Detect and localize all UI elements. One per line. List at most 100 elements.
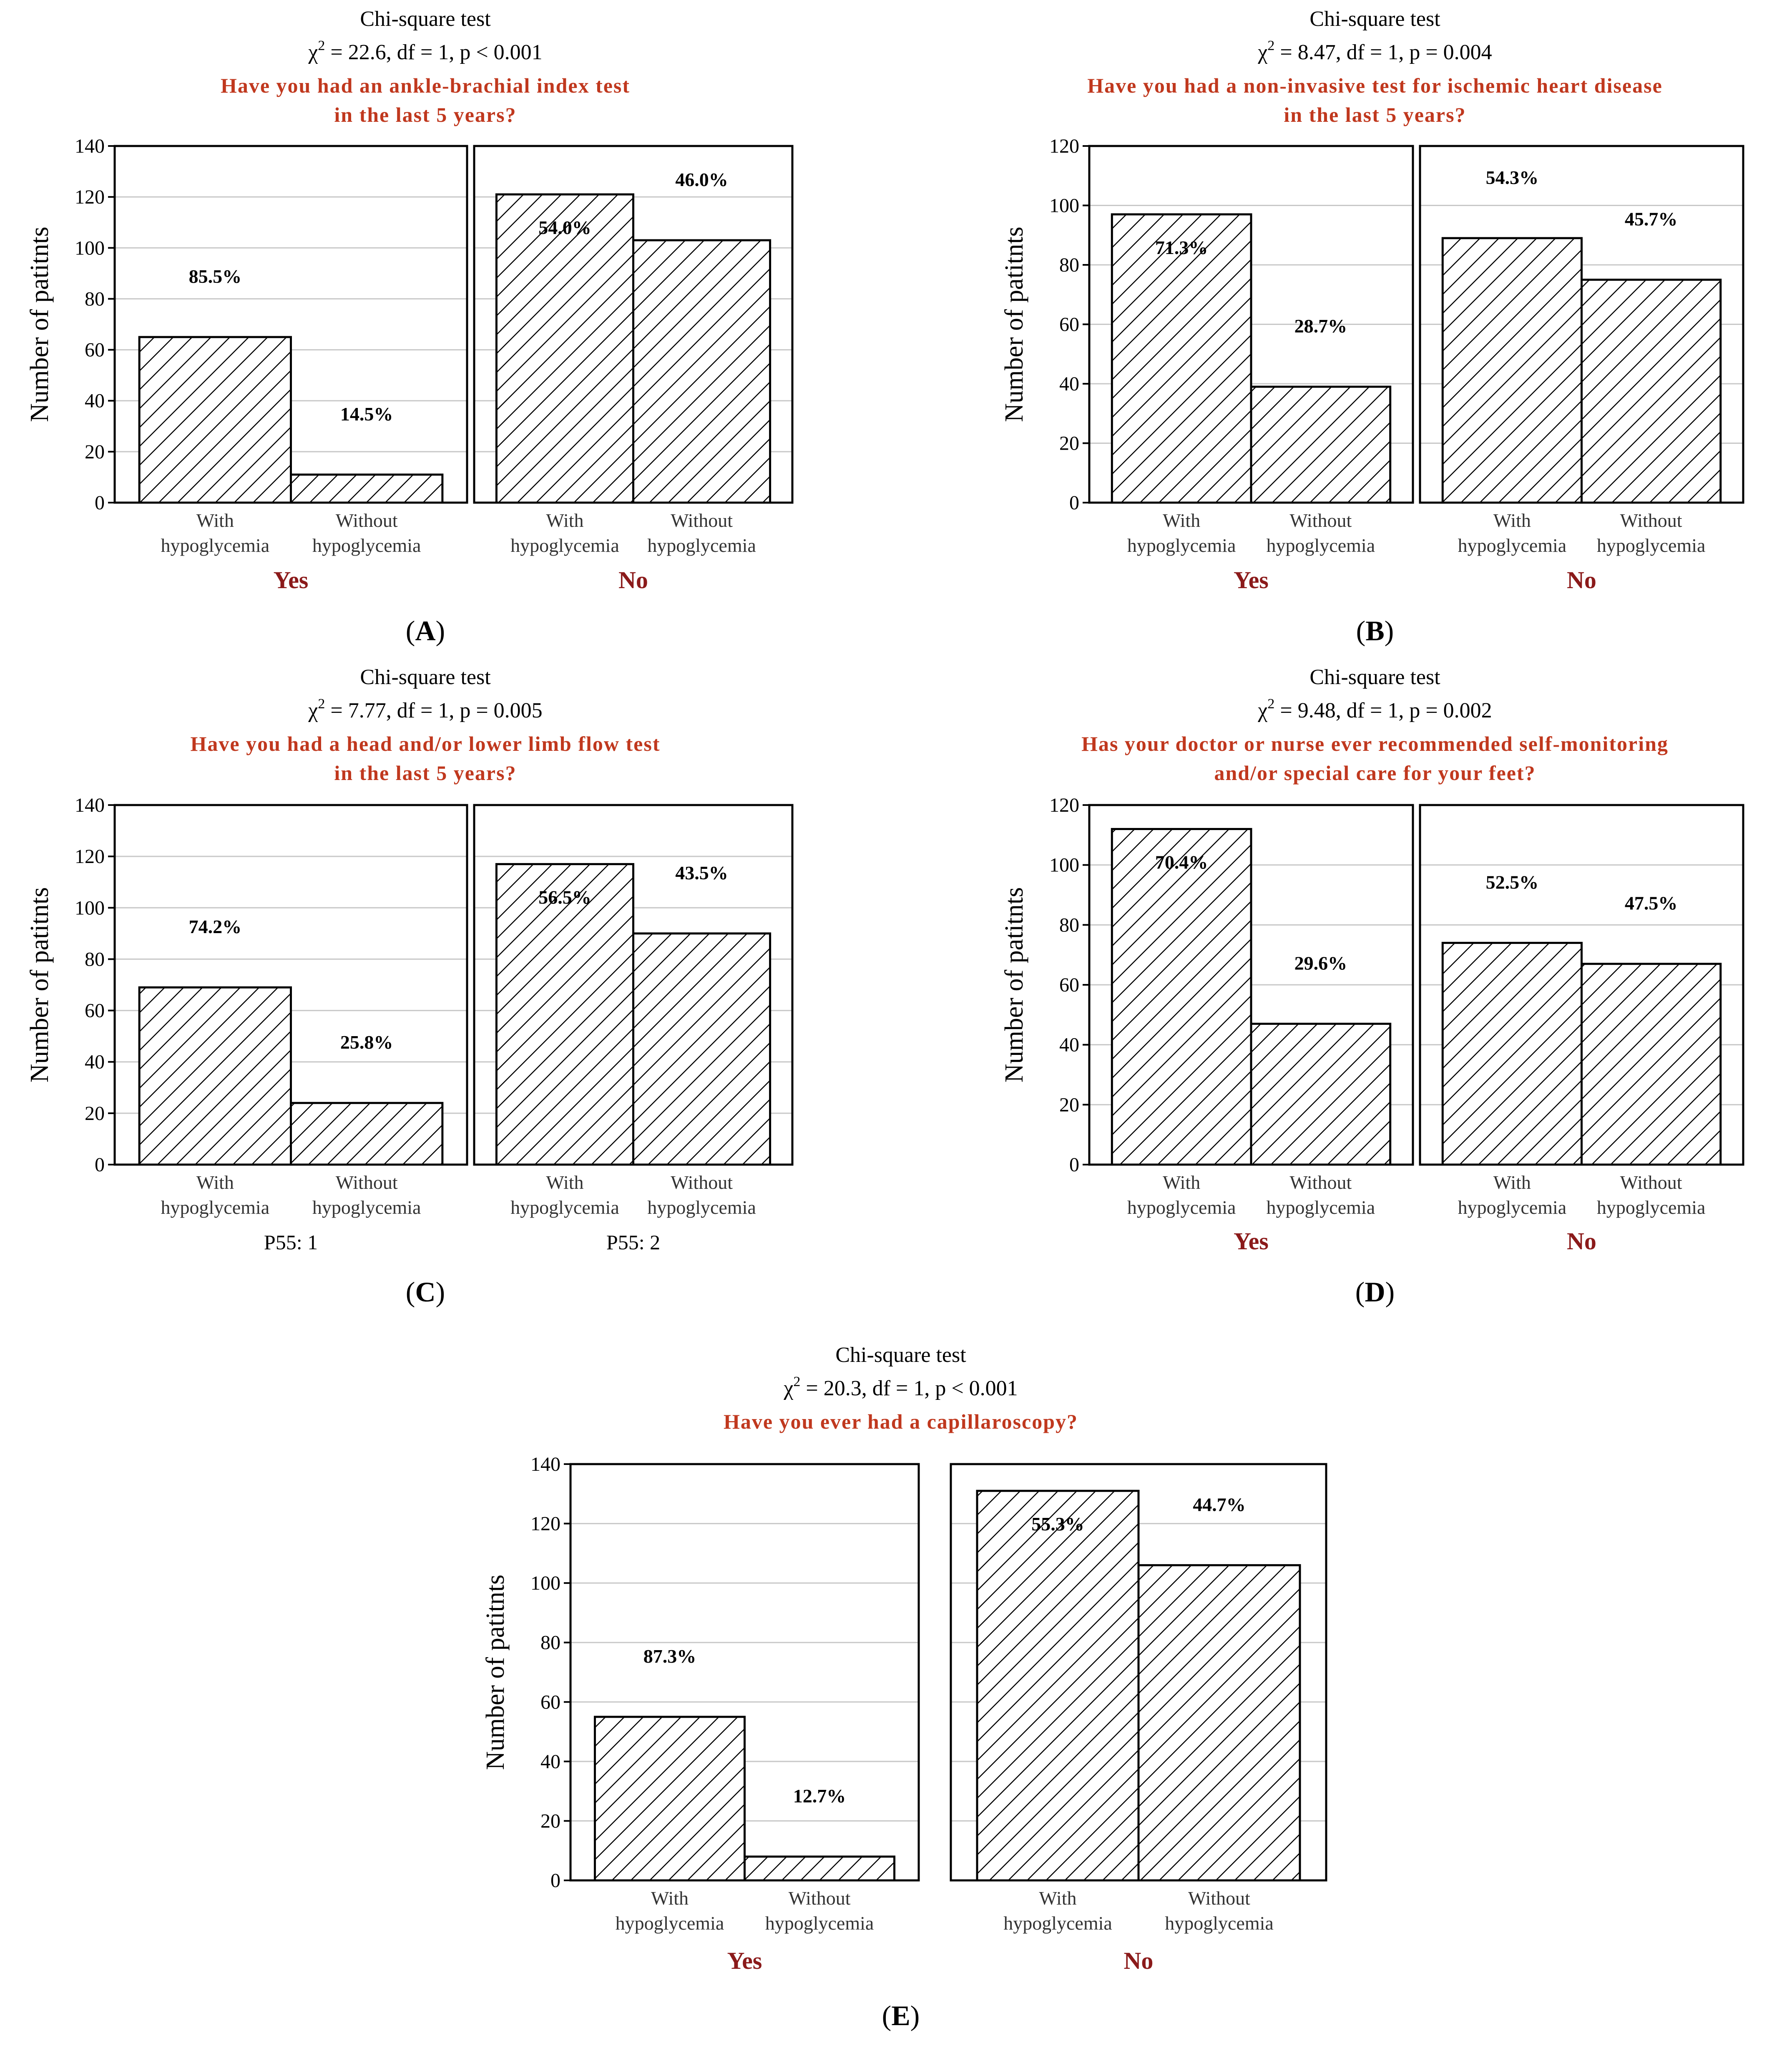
y-tick-label: 100 xyxy=(1049,195,1079,217)
x-category-label-line1: Without xyxy=(1620,1172,1682,1193)
x-category-label-line1: Without xyxy=(1620,510,1682,531)
x-category-label-line2: hypoglycemia xyxy=(616,1913,724,1934)
y-tick-label: 100 xyxy=(75,237,105,259)
bar-without-hypoglycemia xyxy=(290,1102,444,1166)
group-label: Yes xyxy=(727,1947,762,1974)
y-tick-label: 80 xyxy=(85,948,105,970)
y-tick-label: 80 xyxy=(1059,254,1079,276)
y-tick-label: 20 xyxy=(85,441,105,463)
chart-test-name: Chi-square test xyxy=(1309,665,1440,689)
bar-without-hypoglycemia xyxy=(1250,385,1392,504)
bar-percent-label: 54.0% xyxy=(538,217,591,238)
y-tick-label: 60 xyxy=(1059,314,1079,336)
chart-title-line: in the last 5 years? xyxy=(1284,103,1466,126)
bar-without-hypoglycemia xyxy=(744,1855,896,1882)
y-axis-label: Number of patitnts xyxy=(1000,226,1028,422)
x-category-label-line1: Without xyxy=(789,1887,851,1909)
y-axis-label: Number of patitnts xyxy=(481,1575,510,1770)
panels-group: Chi-square test χ2 = 22.6, df = 1, p < 0.… xyxy=(25,7,1744,2031)
chart-statistic: χ2 = 22.6, df = 1, p < 0.001 xyxy=(308,38,542,64)
subpanel-0: 71.3% With hypoglycemia 28.7% Without hypogly… xyxy=(1088,145,1414,594)
chi-symbol: χ xyxy=(1257,699,1267,722)
y-tick-label: 60 xyxy=(85,1000,105,1022)
y-tick-label: 20 xyxy=(540,1810,560,1832)
chi-superscript: 2 xyxy=(1267,38,1274,53)
y-tick-label: 40 xyxy=(1059,373,1079,395)
bar-percent-label: 14.5% xyxy=(340,403,393,425)
bar-percent-label: 54.3% xyxy=(1486,167,1539,188)
bar-without-hypoglycemia xyxy=(1581,963,1722,1166)
y-tick-label: 20 xyxy=(85,1102,105,1125)
y-tick-label: 60 xyxy=(85,339,105,361)
group-label: P55: 1 xyxy=(264,1231,318,1254)
panel-label: (A) xyxy=(406,615,445,647)
chart-statistic: χ2 = 8.47, df = 1, p = 0.004 xyxy=(1257,38,1492,64)
subpanel-0: 87.3% With hypoglycemia 12.7% Without hypogly… xyxy=(569,1463,920,1974)
x-category-label-line1: Without xyxy=(671,1172,733,1193)
chart-test-name: Chi-square test xyxy=(835,1343,966,1367)
x-category-label-line1: With xyxy=(1163,510,1200,531)
x-category-label-line2: hypoglycemia xyxy=(1597,1197,1706,1218)
bar-percent-label: 71.3% xyxy=(1155,237,1208,258)
chi-symbol: χ xyxy=(783,1377,793,1400)
bar-with-hypoglycemia xyxy=(976,1490,1140,1882)
x-category-label-line1: Without xyxy=(1289,1172,1352,1193)
bar-with-hypoglycemia xyxy=(138,336,292,504)
y-tick-label: 140 xyxy=(75,135,105,157)
x-category-label-line1: Without xyxy=(1289,510,1352,531)
y-tick-label: 0 xyxy=(1069,492,1079,514)
panel-label: (C) xyxy=(406,1276,445,1308)
x-category-label-line1: Without xyxy=(671,510,733,531)
y-tick-label: 140 xyxy=(75,794,105,816)
bar-with-hypoglycemia xyxy=(1111,828,1252,1166)
group-label: No xyxy=(618,566,648,594)
x-category-label-line1: With xyxy=(546,510,583,531)
y-tick-label: 20 xyxy=(1059,1094,1079,1116)
chart-statistic: χ2 = 9.48, df = 1, p = 0.002 xyxy=(1257,696,1492,722)
subpanel-1: 56.5% With hypoglycemia 43.5% Without hypogly… xyxy=(473,804,794,1254)
x-category-label-line1: With xyxy=(1493,1172,1531,1193)
subpanel-1: 54.0% With hypoglycemia 46.0% Without hypogly… xyxy=(473,145,794,594)
chart-statistic: χ2 = 20.3, df = 1, p < 0.001 xyxy=(783,1374,1018,1400)
x-category-label-line1: Without xyxy=(1188,1887,1250,1909)
chart-title-line: and/or special care for your feet? xyxy=(1214,761,1536,785)
y-tick-label: 60 xyxy=(540,1691,560,1713)
bar-without-hypoglycemia xyxy=(1137,1564,1301,1882)
x-category-label-line2: hypoglycemia xyxy=(312,535,421,556)
x-category-label-line1: Without xyxy=(336,510,398,531)
y-tick-label: 120 xyxy=(530,1513,560,1535)
bar-without-hypoglycemia xyxy=(632,932,772,1166)
x-category-label-line2: hypoglycemia xyxy=(1597,535,1706,556)
bar-percent-label: 56.5% xyxy=(538,887,591,908)
chi-symbol: χ xyxy=(1257,40,1267,64)
panel-label-close: ) xyxy=(1385,1276,1395,1308)
x-category-label-line2: hypoglycemia xyxy=(161,535,270,556)
chi-value-text: = 20.3, df = 1, p < 0.001 xyxy=(800,1377,1018,1400)
panel-label-close: ) xyxy=(436,615,445,647)
bar-percent-label: 47.5% xyxy=(1625,893,1678,914)
panel-label-open: ( xyxy=(882,2000,892,2031)
y-tick-label: 100 xyxy=(1049,854,1079,876)
bar-percent-label: 29.6% xyxy=(1294,952,1347,974)
x-category-label-line2: hypoglycemia xyxy=(647,535,756,556)
subpanel-frame xyxy=(1088,145,1414,504)
y-tick-label: 40 xyxy=(540,1751,560,1773)
chart-panel-c: Chi-square test χ2 = 7.77, df = 1, p = 0.… xyxy=(25,665,794,1308)
panel-label-close: ) xyxy=(1385,615,1394,647)
subpanel-frame xyxy=(113,145,468,504)
x-category-label-line1: Without xyxy=(336,1172,398,1193)
panel-label-letter: B xyxy=(1365,615,1384,647)
chart-title-line: in the last 5 years? xyxy=(334,103,516,126)
y-axis-label: Number of patitnts xyxy=(1000,887,1028,1082)
chart-title-line: Have you had an ankle-brachial index tes… xyxy=(221,74,630,97)
chi-value-text: = 7.77, df = 1, p = 0.005 xyxy=(325,699,542,722)
chart-title-line: in the last 5 years? xyxy=(334,761,516,785)
y-tick-label: 0 xyxy=(1069,1154,1079,1176)
panel-label: (B) xyxy=(1356,615,1394,647)
x-category-label-line2: hypoglycemia xyxy=(1458,1197,1567,1218)
x-category-label-line2: hypoglycemia xyxy=(1267,535,1375,556)
y-tick-label: 120 xyxy=(75,846,105,868)
y-tick-label: 0 xyxy=(95,1154,105,1176)
x-category-label-line2: hypoglycemia xyxy=(312,1197,421,1218)
